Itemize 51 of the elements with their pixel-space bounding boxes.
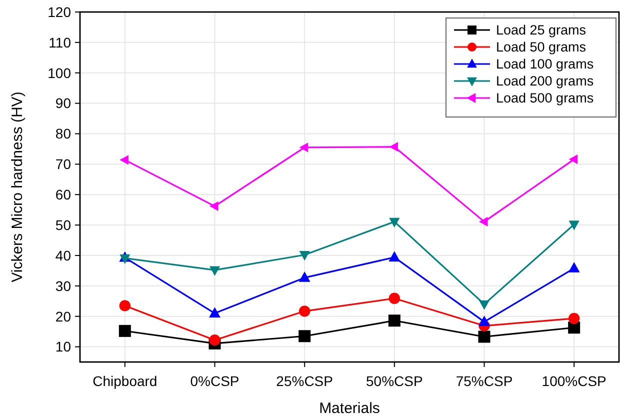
point [298,306,310,317]
point [568,220,580,230]
point [209,266,220,276]
y-tick-label: 80 [55,126,72,142]
x-tick-label: 100%CSP [542,373,606,389]
y-tick-label: 10 [55,338,72,355]
legend-label: Load 25 grams [496,22,586,38]
point [388,314,400,327]
y-tick-label: 20 [55,308,72,324]
y-tick-label: 120 [48,4,72,20]
point [118,324,131,337]
legend-label: Load 200 grams [496,74,594,89]
legend-label: Load 500 grams [496,90,594,106]
point [298,330,311,342]
point [478,300,490,310]
x-tick-label: 75%CSP [456,373,513,389]
y-tick-label: 60 [55,186,72,203]
point [389,218,400,228]
legend-label: Load 100 grams [496,56,594,72]
x-axis-title: Materials [319,400,380,417]
point [209,201,218,212]
point [299,251,310,261]
point [388,292,400,304]
y-tick-label: 100 [48,64,72,81]
x-tick-label: Chipboard [92,373,158,389]
point [298,271,310,282]
y-tick-label: 50 [55,216,72,233]
point [119,300,131,312]
point [478,316,490,326]
y-tick-label: 110 [48,34,72,50]
point [568,312,580,324]
x-tick-label: 25%CSP [276,373,333,389]
point [568,262,580,272]
x-tick-label: 50%CSP [366,373,423,389]
point [568,154,578,164]
point [120,254,130,264]
point [120,155,128,165]
y-tick-label: 90 [55,95,72,112]
point [209,307,220,318]
point [209,334,220,346]
point [478,216,488,227]
point [478,330,490,343]
y-tick-label: 30 [55,278,72,294]
y-axis-title: Vickers Micro hardness (HV) [9,92,26,282]
point [388,251,400,262]
y-tick-label: 70 [55,156,72,172]
point [299,142,308,152]
legend-label: Load 50 grams [496,40,586,55]
x-tick-label: 0%CSP [190,373,240,389]
point [389,142,398,152]
y-tick-label: 40 [55,247,72,264]
